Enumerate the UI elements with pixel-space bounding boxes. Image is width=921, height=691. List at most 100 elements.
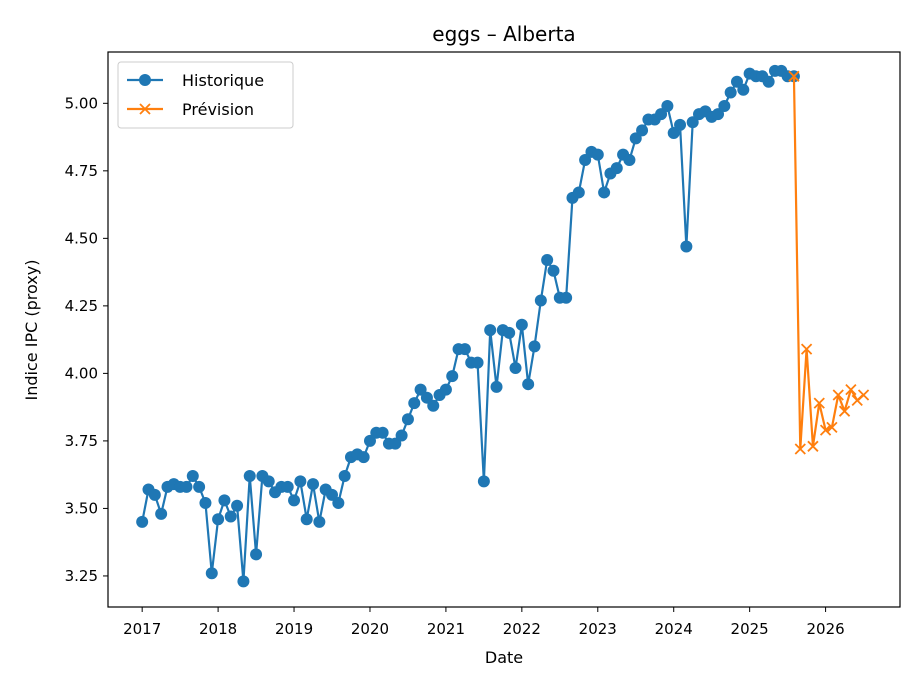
data-point (414, 383, 427, 396)
data-point (737, 83, 750, 96)
data-point (376, 426, 389, 439)
data-point (395, 429, 408, 442)
data-point (338, 470, 351, 483)
data-point (288, 494, 301, 507)
x-tick-label: 2023 (579, 620, 617, 638)
data-point (503, 326, 516, 339)
data-point (427, 399, 440, 412)
data-point (598, 186, 611, 199)
legend-label-historique: Historique (182, 71, 264, 90)
data-point (762, 75, 775, 88)
data-point (186, 470, 199, 483)
y-tick-label: 5.00 (65, 94, 98, 112)
data-point (667, 127, 680, 140)
x-tick-label: 2025 (731, 620, 769, 638)
data-point (193, 480, 206, 493)
x-tick-label: 2026 (806, 620, 844, 638)
data-point (655, 108, 668, 121)
y-tick-label: 4.75 (65, 162, 98, 180)
data-point (788, 70, 800, 82)
x-tick-label: 2017 (123, 620, 161, 638)
x-tick-label: 2019 (275, 620, 313, 638)
data-point (807, 440, 819, 452)
data-point (439, 383, 452, 396)
legend: Historique Prévision (117, 61, 294, 129)
legend-label-prevision: Prévision (182, 100, 254, 119)
data-point (686, 116, 699, 129)
series-prevision (788, 70, 870, 455)
data-point (724, 86, 737, 99)
y-tick-label: 4.00 (65, 364, 98, 382)
data-point (490, 380, 503, 393)
x-tick-label: 2022 (503, 620, 541, 638)
data-point (610, 162, 623, 175)
y-tick-label: 3.50 (65, 499, 98, 517)
data-point (155, 507, 168, 520)
data-point (326, 488, 339, 501)
data-point (243, 470, 256, 483)
data-point (300, 513, 313, 526)
data-point (674, 118, 687, 131)
data-point (420, 391, 433, 404)
series-layer (136, 64, 870, 588)
data-point (718, 100, 731, 113)
plot-frame (107, 51, 901, 608)
plot-area (107, 51, 901, 608)
series-historique (136, 64, 800, 588)
data-point (541, 253, 554, 266)
data-point (547, 264, 560, 277)
data-point (357, 451, 370, 464)
legend-item-prevision: Prévision (127, 100, 254, 119)
data-point (389, 437, 402, 450)
data-point (180, 480, 193, 493)
data-point (136, 515, 149, 528)
data-point (528, 340, 541, 353)
data-point (281, 480, 294, 493)
data-point (148, 488, 161, 501)
data-point (477, 475, 490, 488)
data-point (408, 397, 421, 410)
chart-title: eggs – Alberta (432, 22, 575, 46)
data-point (591, 148, 604, 161)
data-point (730, 75, 743, 88)
data-point (484, 324, 497, 337)
data-point (307, 478, 320, 491)
data-point (218, 494, 231, 507)
data-point (446, 370, 459, 383)
legend-marker-x-icon (139, 103, 151, 115)
y-tick-label: 4.50 (65, 229, 98, 247)
data-point (332, 497, 345, 510)
data-point (205, 567, 218, 580)
legend-box (117, 61, 294, 129)
x-tick-label: 2024 (655, 620, 693, 638)
y-tick-label: 3.25 (65, 567, 98, 585)
data-point (794, 443, 806, 455)
y-axis-label: Indice IPC (proxy) (22, 260, 41, 401)
x-axis-ticks: 2017 2018 2019 2020 2021 2022 2023 2024 2025 2026 (123, 607, 845, 638)
data-point (515, 318, 528, 331)
data-point (819, 424, 832, 436)
data-point (560, 291, 573, 304)
y-tick-label: 3.75 (65, 432, 98, 450)
data-point (458, 343, 471, 356)
data-point (629, 132, 642, 145)
data-point (224, 510, 237, 523)
data-point (522, 378, 535, 391)
y-axis-ticks: 3.25 3.50 3.75 4.00 4.25 4.50 4.75 5.00 (65, 94, 108, 585)
data-point (401, 413, 414, 426)
data-point (199, 497, 212, 510)
x-tick-label: 2021 (427, 620, 465, 638)
data-point (231, 499, 244, 512)
x-axis-label: Date (485, 648, 523, 667)
data-point (471, 356, 484, 369)
data-point (636, 124, 649, 137)
x-tick-label: 2018 (199, 620, 237, 638)
data-point (838, 405, 851, 417)
data-point (534, 294, 547, 307)
data-point (363, 434, 376, 447)
data-point (572, 186, 585, 199)
data-point (832, 389, 844, 401)
legend-item-historique: Historique (127, 71, 264, 90)
data-point (579, 154, 592, 167)
